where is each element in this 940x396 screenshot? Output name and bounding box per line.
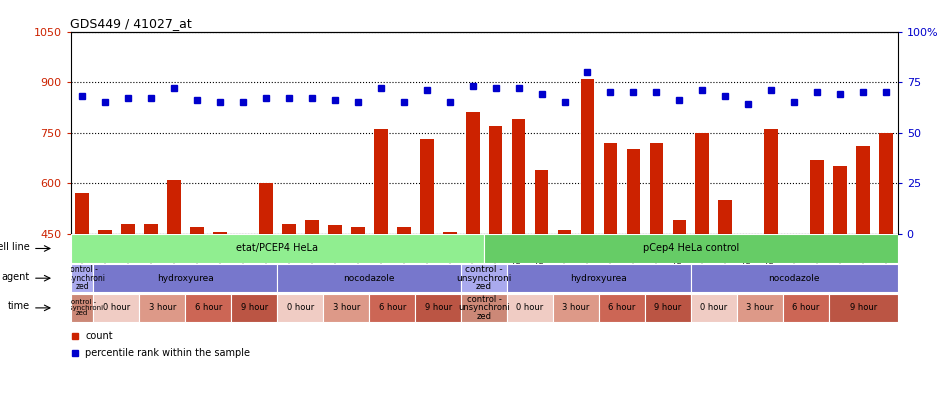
Text: time: time xyxy=(8,301,30,311)
Text: control -
unsynchroni
zed: control - unsynchroni zed xyxy=(58,265,105,291)
Bar xyxy=(70,234,484,263)
Bar xyxy=(810,160,824,234)
Bar xyxy=(834,166,847,234)
Bar xyxy=(213,232,227,234)
Bar xyxy=(650,143,664,234)
Bar xyxy=(484,234,898,263)
Bar xyxy=(144,223,158,234)
Bar xyxy=(277,264,462,292)
Bar xyxy=(489,126,503,234)
Text: pCep4 HeLa control: pCep4 HeLa control xyxy=(643,244,739,253)
Bar xyxy=(742,234,755,237)
Bar xyxy=(98,230,112,234)
Text: 0 hour: 0 hour xyxy=(700,303,728,312)
Bar xyxy=(696,133,710,234)
Bar xyxy=(691,294,737,322)
Bar xyxy=(351,227,365,234)
Text: 3 hour: 3 hour xyxy=(149,303,176,312)
Text: 0 hour: 0 hour xyxy=(516,303,543,312)
Text: 0 hour: 0 hour xyxy=(287,303,314,312)
Text: 9 hour: 9 hour xyxy=(241,303,268,312)
Text: 6 hour: 6 hour xyxy=(195,303,222,312)
Bar xyxy=(443,232,457,234)
Bar xyxy=(718,200,732,234)
Text: 3 hour: 3 hour xyxy=(562,303,589,312)
Bar xyxy=(277,294,323,322)
Bar xyxy=(167,180,180,234)
Bar xyxy=(511,119,525,234)
Text: 6 hour: 6 hour xyxy=(792,303,820,312)
Bar xyxy=(462,294,507,322)
Text: nocodazole: nocodazole xyxy=(343,274,395,283)
Bar xyxy=(305,220,319,234)
Text: 3 hour: 3 hour xyxy=(333,303,360,312)
Text: hydroxyurea: hydroxyurea xyxy=(571,274,627,283)
Bar xyxy=(258,183,273,234)
Text: 3 hour: 3 hour xyxy=(746,303,774,312)
Bar xyxy=(783,294,829,322)
Bar xyxy=(328,225,341,234)
Bar xyxy=(557,230,572,234)
Bar xyxy=(603,143,618,234)
Bar xyxy=(856,146,870,234)
Text: GDS449 / 41027_at: GDS449 / 41027_at xyxy=(70,17,193,30)
Text: 9 hour: 9 hour xyxy=(654,303,682,312)
Bar xyxy=(231,294,277,322)
Text: percentile rank within the sample: percentile rank within the sample xyxy=(86,348,250,358)
Bar xyxy=(282,223,296,234)
Bar xyxy=(627,149,640,234)
Text: control -
unsynchroni
zed: control - unsynchroni zed xyxy=(60,299,103,316)
Bar xyxy=(185,294,231,322)
Bar xyxy=(553,294,599,322)
Text: control -
unsynchroni
zed: control - unsynchroni zed xyxy=(458,295,510,321)
Bar xyxy=(75,193,89,234)
Bar xyxy=(737,294,783,322)
Text: 9 hour: 9 hour xyxy=(850,303,877,312)
Bar xyxy=(93,264,277,292)
Text: count: count xyxy=(86,331,113,341)
Bar xyxy=(93,294,139,322)
Bar xyxy=(397,227,411,234)
Bar xyxy=(420,139,433,234)
Bar xyxy=(121,223,134,234)
Bar xyxy=(190,227,204,234)
Bar xyxy=(788,234,801,237)
Bar xyxy=(829,294,898,322)
Bar xyxy=(70,264,93,292)
Bar xyxy=(672,220,686,234)
Text: 0 hour: 0 hour xyxy=(102,303,130,312)
Bar xyxy=(599,294,645,322)
Bar xyxy=(691,264,898,292)
Bar xyxy=(465,112,479,234)
Text: 6 hour: 6 hour xyxy=(608,303,635,312)
Text: hydroxyurea: hydroxyurea xyxy=(157,274,213,283)
Bar xyxy=(535,169,548,234)
Text: agent: agent xyxy=(1,272,30,282)
Bar xyxy=(139,294,185,322)
Bar xyxy=(507,264,691,292)
Bar xyxy=(462,264,507,292)
Bar xyxy=(581,79,594,234)
Bar xyxy=(507,294,553,322)
Bar xyxy=(415,294,462,322)
Text: nocodazole: nocodazole xyxy=(769,274,820,283)
Text: control -
unsynchroni
zed: control - unsynchroni zed xyxy=(457,265,511,291)
Bar xyxy=(879,133,893,234)
Bar xyxy=(369,294,415,322)
Text: 6 hour: 6 hour xyxy=(379,303,406,312)
Text: etat/PCEP4 HeLa: etat/PCEP4 HeLa xyxy=(236,244,319,253)
Text: cell line: cell line xyxy=(0,242,30,252)
Bar xyxy=(645,294,691,322)
Bar xyxy=(374,129,387,234)
Bar xyxy=(764,129,778,234)
Text: 9 hour: 9 hour xyxy=(425,303,452,312)
Bar xyxy=(323,294,369,322)
Bar xyxy=(70,294,93,322)
